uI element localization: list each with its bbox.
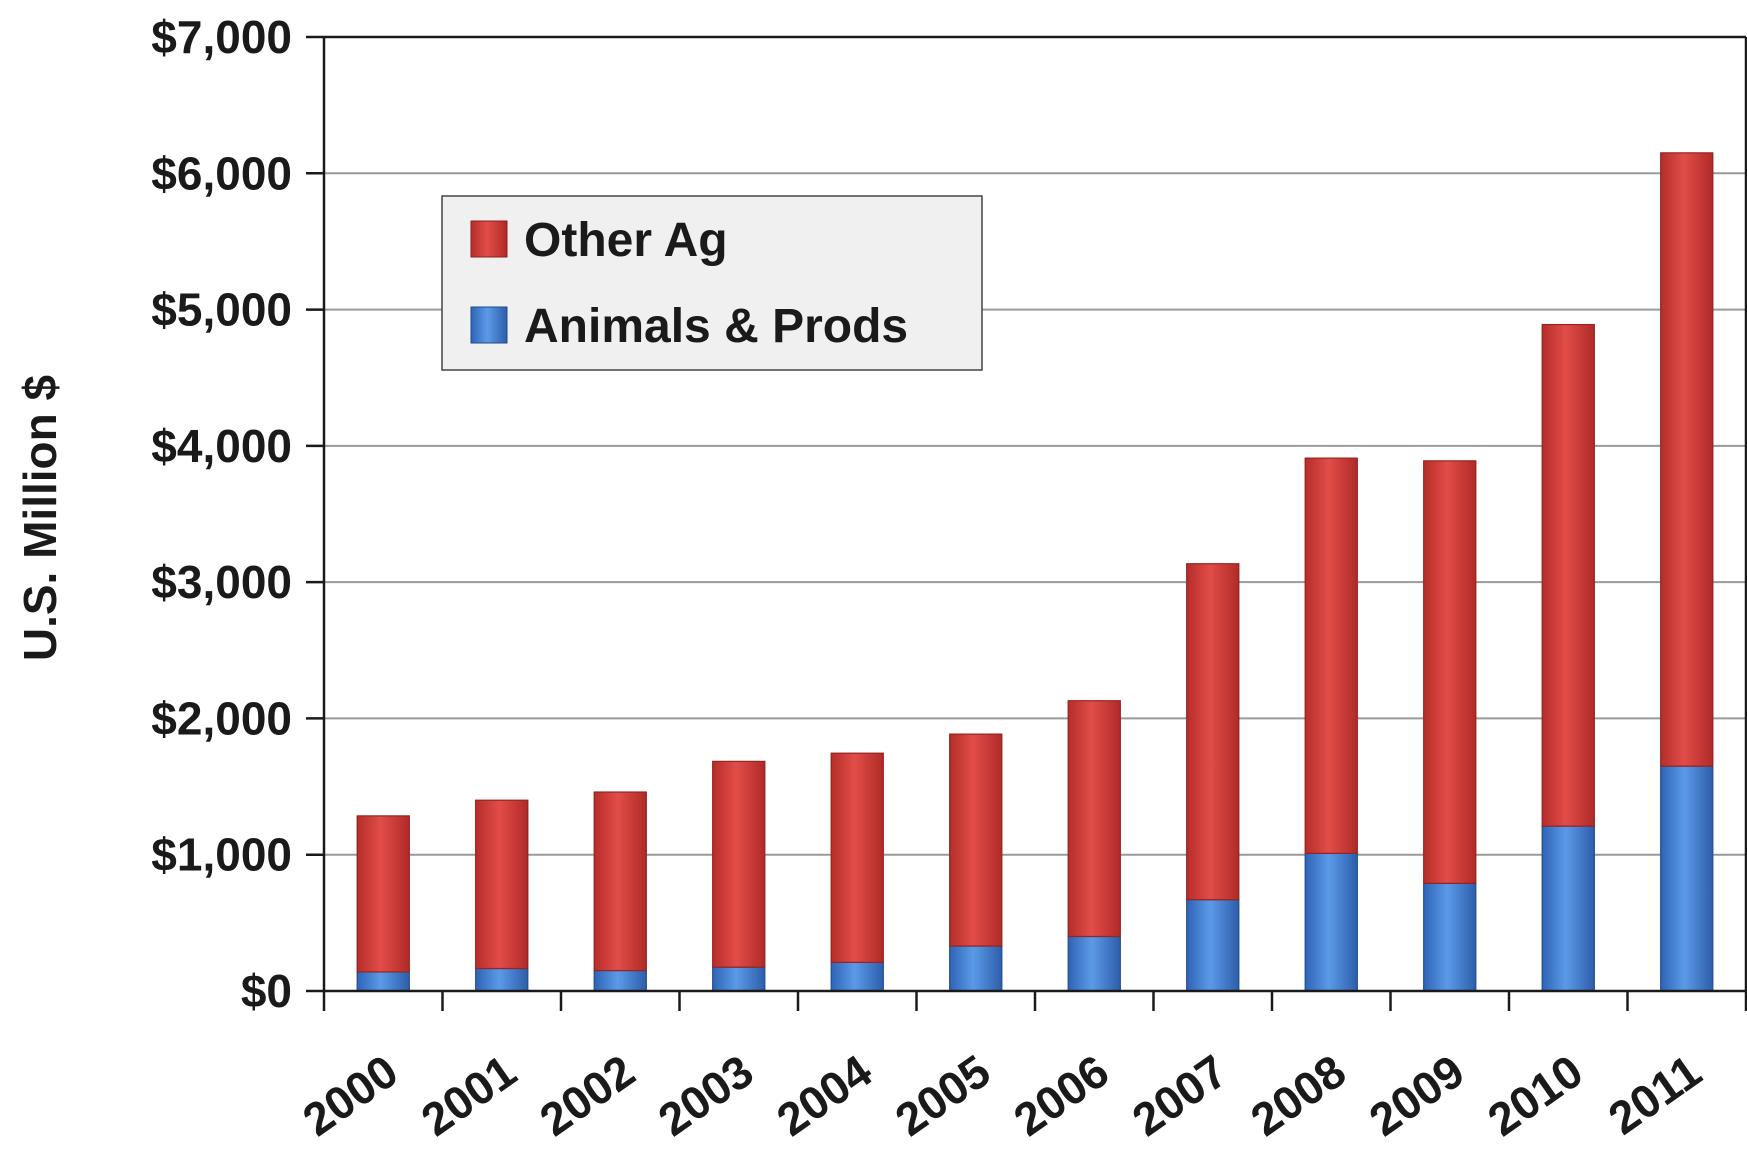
x-tick-label-2009: 2009: [1360, 1045, 1474, 1146]
bar-animals-prods-2007: [1186, 899, 1240, 992]
x-tick-label-2000: 2000: [293, 1045, 407, 1146]
x-tick-label-2004: 2004: [767, 1044, 881, 1146]
bar-animals-prods-2011: [1660, 765, 1714, 992]
bar-animals-prods-2006: [1067, 935, 1121, 992]
axes: [306, 35, 1747, 1011]
x-tick-label-2010: 2010: [1478, 1045, 1592, 1146]
bar-other-ag-2010: [1541, 323, 1595, 827]
y-tick-label-6: $6,000: [151, 147, 292, 199]
y-axis-title: U.S. Million $: [14, 375, 66, 661]
bars: [356, 152, 1714, 992]
x-tick-label-2007: 2007: [1123, 1045, 1237, 1146]
legend-swatch-other-ag: [470, 220, 508, 258]
y-tick-label-0: $0: [241, 965, 292, 1017]
y-tick-label-4: $4,000: [151, 420, 292, 472]
y-tick-label-2: $2,000: [151, 692, 292, 744]
x-tick-label-2002: 2002: [530, 1045, 644, 1146]
x-tick-label-2006: 2006: [1004, 1045, 1118, 1146]
bar-animals-prods-2002: [593, 969, 647, 992]
bar-animals-prods-2001: [475, 967, 529, 992]
x-tick-label-2011: 2011: [1599, 1045, 1711, 1145]
legend-label-animals-prods: Animals & Prods: [524, 300, 908, 353]
bar-other-ag-2004: [830, 752, 884, 963]
bar-other-ag-2007: [1186, 563, 1240, 901]
y-tick-label-3: $3,000: [151, 556, 292, 608]
bar-other-ag-2005: [949, 733, 1003, 947]
y-tick-label-5: $5,000: [151, 284, 292, 336]
bar-other-ag-2008: [1304, 457, 1358, 854]
y-tick-label-7: $7,000: [151, 11, 292, 63]
legend: Other Ag Animals & Prods: [441, 195, 983, 371]
bar-animals-prods-2003: [712, 966, 766, 992]
gridlines: [324, 36, 1746, 856]
y-tick-label-1: $1,000: [151, 829, 292, 881]
x-tick-label-2001: 2001: [412, 1045, 526, 1146]
bar-animals-prods-2000: [356, 971, 410, 992]
bar-animals-prods-2005: [949, 945, 1003, 992]
legend-label-other-ag: Other Ag: [524, 214, 728, 267]
bar-animals-prods-2008: [1304, 852, 1358, 992]
x-tick-label-2008: 2008: [1241, 1045, 1355, 1146]
bar-other-ag-2002: [593, 791, 647, 972]
x-tick-label-2003: 2003: [649, 1045, 763, 1146]
bar-animals-prods-2009: [1423, 882, 1477, 992]
x-tick-label-2005: 2005: [886, 1045, 1000, 1146]
bar-animals-prods-2004: [830, 961, 884, 992]
bar-other-ag-2011: [1660, 152, 1714, 767]
bar-other-ag-2000: [356, 815, 410, 973]
bar-other-ag-2006: [1067, 700, 1121, 938]
bar-other-ag-2001: [475, 799, 529, 970]
legend-swatch-animals-prods: [470, 306, 508, 344]
legend-box: [441, 195, 983, 371]
bar-other-ag-2003: [712, 760, 766, 968]
bar-animals-prods-2010: [1541, 825, 1595, 992]
bar-other-ag-2009: [1423, 460, 1477, 884]
